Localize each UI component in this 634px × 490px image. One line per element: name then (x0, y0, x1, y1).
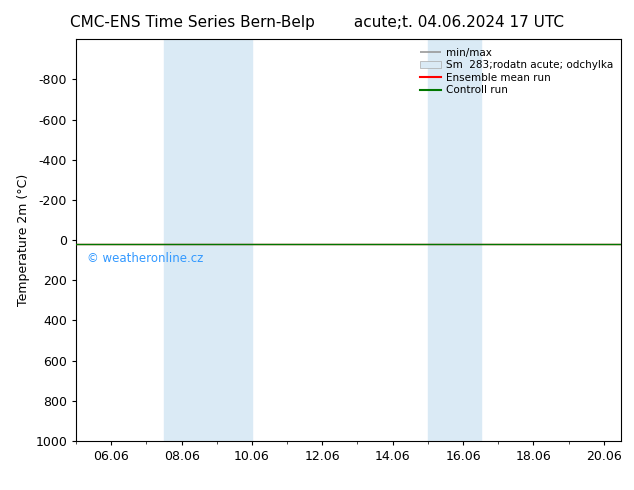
Text: CMC-ENS Time Series Bern-Belp        acute;t. 04.06.2024 17 UTC: CMC-ENS Time Series Bern-Belp acute;t. 0… (70, 15, 564, 30)
Bar (428, 39, 481, 441)
Bar (164, 39, 252, 441)
Legend: min/max, Sm  283;rodatn acute; odchylka, Ensemble mean run, Controll run: min/max, Sm 283;rodatn acute; odchylka, … (417, 45, 616, 98)
Text: © weatheronline.cz: © weatheronline.cz (87, 252, 203, 265)
Y-axis label: Temperature 2m (°C): Temperature 2m (°C) (16, 174, 30, 306)
